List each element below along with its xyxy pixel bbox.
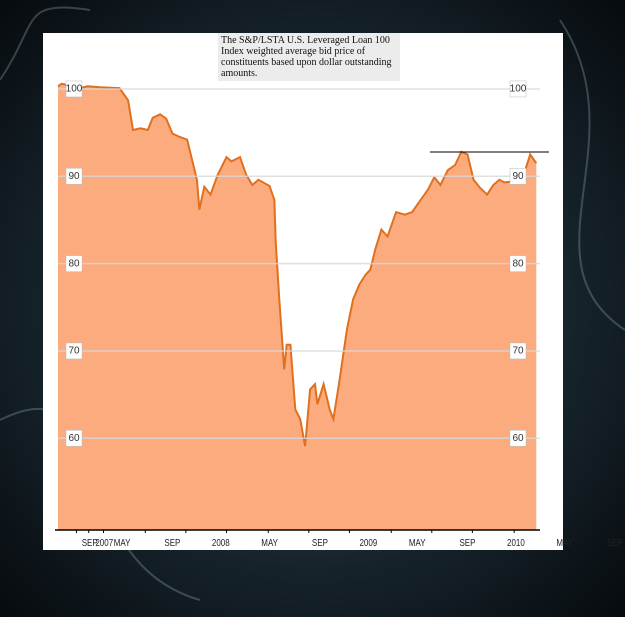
y-tick-box (65, 168, 83, 185)
y-tick-box (65, 80, 83, 98)
y-tick-label: 70 (68, 346, 80, 357)
area (58, 83, 537, 530)
x-tick-label: SEP (459, 537, 475, 548)
x-tick-label: SEP (82, 537, 98, 548)
x-tick-label: 2010 (507, 537, 525, 548)
x-tick-label: SEP (607, 537, 623, 548)
y-tick-label: 70 (512, 346, 524, 357)
y-tick-label: 80 (68, 258, 80, 269)
x-tick-label: MAY (556, 537, 573, 548)
y-tick-label: 60 (68, 433, 80, 444)
y-tick-label: 80 (512, 258, 524, 269)
x-tick-label: 2008 (212, 537, 230, 548)
x-tick-label: MAY (114, 537, 131, 548)
x-tick-label: SEP (164, 537, 180, 548)
y-tick-box (65, 255, 83, 272)
x-tick-label: MAY (261, 537, 278, 548)
y-tick-box (509, 255, 527, 272)
y-tick-box (509, 342, 527, 360)
y-tick-box (509, 80, 527, 98)
y-tick-box (509, 168, 527, 185)
x-tick-label: 2007 (95, 537, 113, 548)
y-tick-label: 60 (512, 433, 524, 444)
y-tick-box (65, 430, 83, 447)
chart-title: The S&P/LSTA U.S. Leveraged Loan 100 Ind… (218, 33, 400, 81)
y-tick-label: 90 (512, 171, 524, 182)
y-tick-label: 100 (66, 84, 83, 95)
y-tick-box (65, 342, 83, 360)
y-tick-label: 100 (510, 84, 527, 95)
x-tick-label: SEP (312, 537, 328, 548)
y-tick-box (509, 430, 527, 447)
x-tick-label: 2009 (359, 537, 377, 548)
line (57, 82, 538, 447)
y-tick-label: 90 (68, 171, 80, 182)
x-tick-label: MAY (409, 537, 426, 548)
